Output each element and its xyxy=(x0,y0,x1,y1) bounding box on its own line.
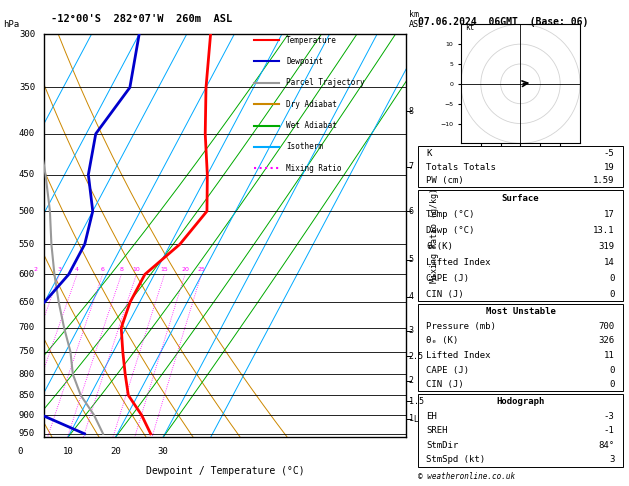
Text: 450: 450 xyxy=(19,170,35,179)
Text: 650: 650 xyxy=(19,297,35,307)
Text: -5: -5 xyxy=(604,149,615,158)
Text: 900: 900 xyxy=(19,411,35,419)
Text: CIN (J): CIN (J) xyxy=(426,380,464,389)
Text: 0: 0 xyxy=(609,365,615,375)
Text: StmDir: StmDir xyxy=(426,441,459,450)
Text: 25: 25 xyxy=(198,267,205,272)
Text: θₑ (K): θₑ (K) xyxy=(426,336,459,346)
Text: Most Unstable: Most Unstable xyxy=(486,307,555,316)
Text: 10: 10 xyxy=(133,267,140,272)
Text: 3: 3 xyxy=(609,455,615,465)
Text: 0: 0 xyxy=(609,380,615,389)
Text: Lifted Index: Lifted Index xyxy=(426,351,491,360)
Text: 8: 8 xyxy=(120,267,123,272)
Text: 0: 0 xyxy=(609,290,615,298)
Text: 400: 400 xyxy=(19,129,35,139)
Text: 350: 350 xyxy=(19,83,35,92)
FancyBboxPatch shape xyxy=(418,394,623,467)
Text: 11: 11 xyxy=(604,351,615,360)
Text: 2.5: 2.5 xyxy=(409,352,424,361)
Text: km
ASL: km ASL xyxy=(409,10,424,29)
Text: 500: 500 xyxy=(19,207,35,216)
Text: 2: 2 xyxy=(409,376,414,385)
Text: Hodograph: Hodograph xyxy=(496,397,545,406)
FancyBboxPatch shape xyxy=(418,146,623,187)
Text: 950: 950 xyxy=(19,429,35,438)
Text: 1.5: 1.5 xyxy=(409,397,424,406)
Text: Mixing Ratio (g/kg): Mixing Ratio (g/kg) xyxy=(430,188,438,283)
Text: -1: -1 xyxy=(604,426,615,435)
Text: Isotherm: Isotherm xyxy=(286,142,323,152)
Text: θₑ(K): θₑ(K) xyxy=(426,242,454,251)
Text: 850: 850 xyxy=(19,391,35,399)
Text: 800: 800 xyxy=(19,370,35,379)
Text: 0: 0 xyxy=(18,448,23,456)
Text: 15: 15 xyxy=(160,267,169,272)
Text: © weatheronline.co.uk: © weatheronline.co.uk xyxy=(418,472,515,481)
Text: Surface: Surface xyxy=(502,194,539,203)
FancyBboxPatch shape xyxy=(418,304,623,391)
Text: Dry Adiabat: Dry Adiabat xyxy=(286,100,337,109)
Text: kt: kt xyxy=(465,23,474,32)
Text: Pressure (mb): Pressure (mb) xyxy=(426,322,496,331)
Text: 20: 20 xyxy=(181,267,189,272)
Text: 6: 6 xyxy=(409,207,414,216)
Text: 1.59: 1.59 xyxy=(593,176,615,186)
Text: 20: 20 xyxy=(110,448,121,456)
Text: 750: 750 xyxy=(19,347,35,356)
Text: Dewpoint: Dewpoint xyxy=(286,57,323,66)
Text: 07.06.2024  06GMT  (Base: 06): 07.06.2024 06GMT (Base: 06) xyxy=(418,17,589,27)
Text: 2: 2 xyxy=(33,267,38,272)
Text: Totals Totals: Totals Totals xyxy=(426,163,496,172)
Text: Wet Adiabat: Wet Adiabat xyxy=(286,121,337,130)
Text: 600: 600 xyxy=(19,270,35,279)
Text: K: K xyxy=(426,149,432,158)
Text: 700: 700 xyxy=(19,323,35,332)
Text: 19: 19 xyxy=(604,163,615,172)
Text: -3: -3 xyxy=(604,412,615,421)
Text: 8: 8 xyxy=(409,107,414,116)
Text: 300: 300 xyxy=(19,30,35,38)
Text: 550: 550 xyxy=(19,240,35,249)
Text: SREH: SREH xyxy=(426,426,448,435)
Text: 1: 1 xyxy=(409,415,414,423)
Text: 17: 17 xyxy=(604,210,615,219)
Text: 4: 4 xyxy=(75,267,79,272)
Text: CAPE (J): CAPE (J) xyxy=(426,274,469,283)
Text: Temp (°C): Temp (°C) xyxy=(426,210,475,219)
Text: LCL: LCL xyxy=(413,415,427,424)
Text: CIN (J): CIN (J) xyxy=(426,290,464,298)
Text: Dewp (°C): Dewp (°C) xyxy=(426,226,475,235)
FancyBboxPatch shape xyxy=(418,190,623,301)
Text: 326: 326 xyxy=(598,336,615,346)
Text: 6: 6 xyxy=(101,267,104,272)
Text: EH: EH xyxy=(426,412,437,421)
Text: 4: 4 xyxy=(409,292,414,301)
Text: hPa: hPa xyxy=(3,20,19,29)
Text: Lifted Index: Lifted Index xyxy=(426,258,491,267)
Text: 84°: 84° xyxy=(598,441,615,450)
Text: Dewpoint / Temperature (°C): Dewpoint / Temperature (°C) xyxy=(145,466,304,476)
Text: 30: 30 xyxy=(158,448,169,456)
Text: Mixing Ratio: Mixing Ratio xyxy=(286,164,342,173)
Text: 0: 0 xyxy=(609,274,615,283)
Text: Temperature: Temperature xyxy=(286,35,337,45)
Text: StmSpd (kt): StmSpd (kt) xyxy=(426,455,486,465)
Text: 13.1: 13.1 xyxy=(593,226,615,235)
Text: PW (cm): PW (cm) xyxy=(426,176,464,186)
Text: Parcel Trajectory: Parcel Trajectory xyxy=(286,78,365,87)
Text: 700: 700 xyxy=(598,322,615,331)
Text: 5: 5 xyxy=(409,255,414,264)
Text: 14: 14 xyxy=(604,258,615,267)
Text: -12°00'S  282°07'W  260m  ASL: -12°00'S 282°07'W 260m ASL xyxy=(52,14,233,24)
Text: 3: 3 xyxy=(57,267,62,272)
Text: 7: 7 xyxy=(409,162,414,172)
Text: 3: 3 xyxy=(409,326,414,335)
Text: 10: 10 xyxy=(62,448,73,456)
Text: 319: 319 xyxy=(598,242,615,251)
Text: CAPE (J): CAPE (J) xyxy=(426,365,469,375)
